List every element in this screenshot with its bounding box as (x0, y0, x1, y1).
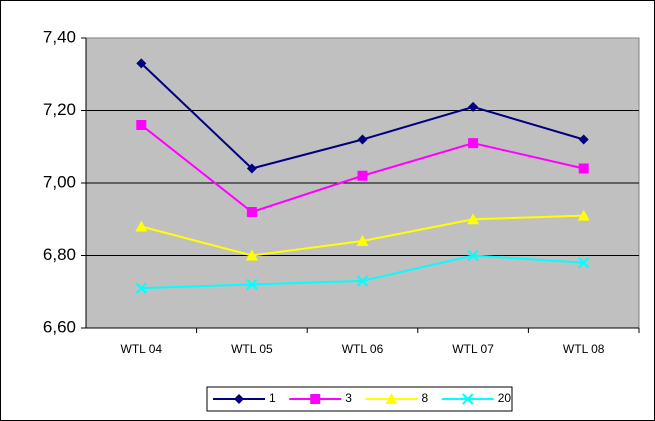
marker (577, 257, 590, 269)
marker (385, 393, 398, 404)
marker (357, 134, 368, 145)
marker (135, 282, 148, 294)
legend-label: 3 (345, 391, 352, 405)
marker (468, 138, 479, 149)
marker (135, 220, 148, 232)
marker (234, 394, 244, 404)
marker (136, 58, 147, 69)
marker (357, 170, 368, 181)
x-tick-label: WTL 05 (231, 342, 273, 356)
marker (356, 235, 369, 246)
marker (578, 134, 589, 145)
marker (578, 163, 589, 174)
y-tick-label: 7,40 (43, 27, 76, 46)
x-tick-label: WTL 04 (121, 342, 163, 356)
marker (310, 394, 321, 404)
y-tick-label: 7,20 (43, 100, 76, 119)
marker (356, 275, 369, 287)
y-tick-label: 6,80 (43, 245, 76, 264)
x-tick-label: WTL 06 (342, 342, 384, 356)
marker (245, 249, 258, 261)
marker (577, 209, 590, 221)
marker (246, 278, 258, 291)
marker (246, 207, 257, 217)
x-tick-label: WTL 08 (563, 342, 605, 356)
marker (468, 101, 479, 112)
legend-label: 8 (422, 391, 429, 405)
legend-label: 20 (498, 391, 512, 405)
y-tick-label: 7,00 (43, 172, 76, 191)
y-tick-label: 6,60 (43, 317, 76, 336)
marker (246, 163, 257, 174)
x-tick-label: WTL 07 (452, 342, 494, 356)
marker (467, 213, 480, 225)
marker (462, 393, 474, 405)
legend-label: 1 (269, 391, 276, 405)
marker (136, 120, 147, 130)
marker (467, 249, 479, 262)
